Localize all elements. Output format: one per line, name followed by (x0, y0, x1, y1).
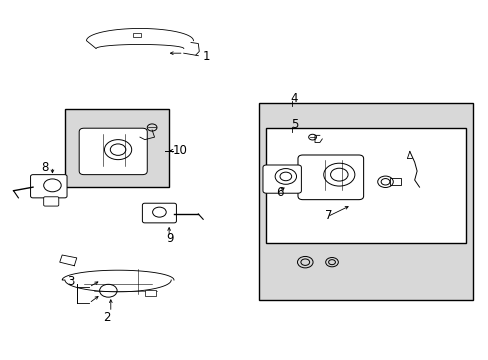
FancyBboxPatch shape (79, 128, 147, 175)
Text: 6: 6 (276, 186, 283, 199)
FancyBboxPatch shape (263, 165, 301, 193)
Bar (132, 33, 141, 37)
FancyBboxPatch shape (30, 175, 67, 198)
Text: 8: 8 (41, 161, 48, 174)
Bar (144, 290, 155, 296)
FancyBboxPatch shape (142, 203, 176, 223)
FancyBboxPatch shape (297, 155, 363, 200)
Text: 10: 10 (172, 144, 187, 157)
Polygon shape (62, 270, 174, 292)
Bar (389, 178, 400, 185)
Bar (64, 109, 169, 187)
Text: 4: 4 (290, 92, 298, 105)
Polygon shape (86, 28, 193, 49)
Bar (266, 128, 465, 243)
Text: 7: 7 (324, 209, 331, 222)
Bar (259, 103, 472, 300)
Text: 9: 9 (166, 233, 174, 246)
Text: 2: 2 (103, 311, 111, 324)
Text: 5: 5 (290, 118, 298, 131)
Polygon shape (60, 255, 77, 266)
FancyBboxPatch shape (43, 197, 59, 206)
Text: 1: 1 (203, 50, 210, 63)
Text: 3: 3 (67, 275, 74, 288)
